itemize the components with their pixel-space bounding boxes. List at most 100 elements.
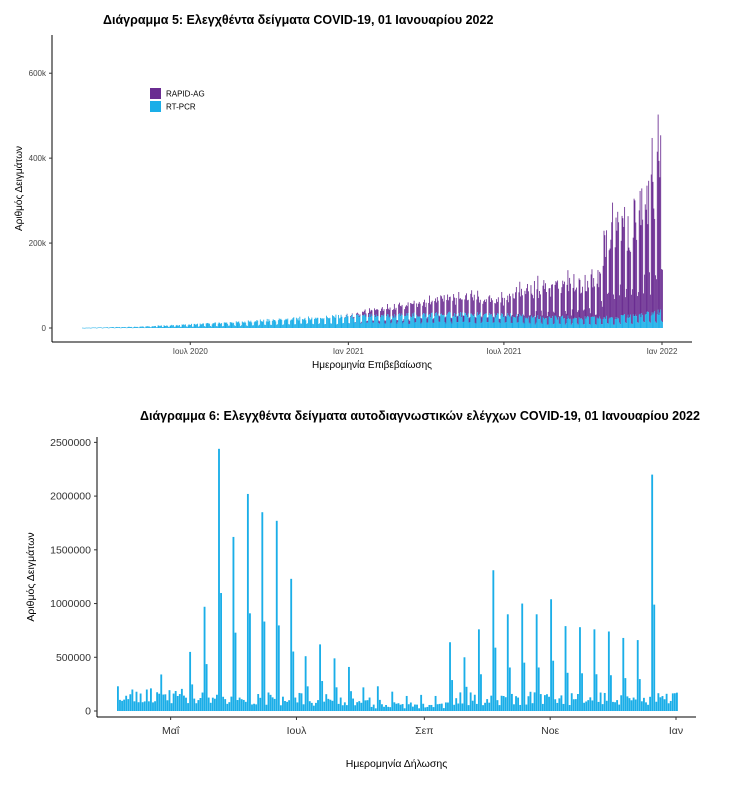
- bar-rt-pcr: [486, 322, 488, 328]
- bar-rt-pcr: [230, 322, 232, 328]
- bar-self-test: [286, 701, 288, 711]
- bar-self-test: [657, 693, 660, 711]
- bar-rt-pcr: [466, 315, 467, 328]
- bar-rapid-ag: [515, 292, 516, 318]
- bar-rt-pcr: [458, 313, 460, 328]
- bar-rt-pcr: [558, 317, 559, 328]
- bar-self-test: [471, 700, 474, 711]
- bar-rapid-ag: [350, 316, 351, 318]
- bar-rapid-ag: [541, 315, 543, 324]
- bar-rapid-ag: [414, 318, 416, 323]
- bar-self-test: [220, 593, 222, 711]
- bar-self-test: [612, 701, 614, 711]
- bar-rt-pcr: [295, 324, 296, 328]
- bar-self-test: [659, 697, 662, 711]
- bar-self-test: [663, 699, 666, 711]
- bar-self-test: [546, 694, 548, 711]
- bar-rapid-ag: [643, 274, 645, 323]
- bar-self-test: [426, 706, 429, 711]
- bar-rt-pcr: [550, 318, 552, 328]
- bar-rapid-ag: [455, 297, 457, 315]
- bar-rapid-ag: [581, 292, 583, 319]
- bar-self-test: [595, 674, 598, 711]
- bar-rt-pcr: [630, 314, 632, 328]
- bar-self-test: [430, 704, 433, 711]
- bar-rapid-ag: [656, 151, 658, 315]
- bar-rt-pcr: [322, 319, 324, 328]
- bar-self-test: [614, 702, 616, 711]
- bar-rt-pcr: [503, 315, 505, 328]
- bar-rt-pcr: [173, 326, 175, 328]
- bar-self-test: [230, 696, 233, 711]
- bar-rt-pcr: [661, 320, 662, 328]
- bar-rt-pcr: [421, 322, 423, 328]
- bar-rapid-ag: [510, 316, 512, 323]
- bar-rt-pcr: [236, 322, 238, 328]
- bar-rt-pcr: [448, 312, 449, 328]
- bar-rt-pcr: [231, 322, 233, 328]
- y-axis-title: Αριθμός Δειγμάτων: [25, 532, 37, 621]
- bar-rt-pcr: [228, 325, 230, 328]
- bar-self-test: [216, 694, 218, 711]
- bar-rt-pcr: [282, 324, 284, 328]
- bar-rt-pcr: [289, 324, 290, 328]
- bar-rt-pcr: [500, 315, 502, 328]
- bar-rt-pcr: [124, 327, 125, 328]
- bar-rt-pcr: [320, 317, 321, 328]
- bar-rapid-ag: [443, 295, 445, 316]
- bar-rt-pcr: [118, 326, 120, 328]
- bar-self-test: [315, 702, 317, 711]
- x-tick-label: Ιαν 2022: [647, 347, 678, 356]
- bar-rapid-ag: [370, 309, 372, 314]
- bar-rt-pcr: [97, 327, 99, 329]
- bar-rapid-ag: [501, 292, 503, 314]
- bar-rapid-ag: [503, 297, 505, 316]
- bar-rapid-ag: [616, 230, 618, 319]
- bar-self-test: [195, 703, 198, 711]
- bar-rt-pcr: [326, 315, 327, 328]
- bar-self-test: [465, 686, 468, 711]
- bar-rt-pcr: [545, 318, 546, 328]
- bar-rt-pcr: [138, 327, 140, 329]
- bar-rt-pcr: [119, 327, 121, 329]
- bar-rt-pcr: [284, 319, 286, 328]
- bar-rt-pcr: [88, 327, 90, 329]
- bar-self-test: [492, 570, 495, 711]
- bar-rt-pcr: [357, 315, 359, 328]
- bar-rt-pcr: [438, 321, 440, 328]
- bar-rt-pcr: [405, 313, 407, 328]
- bar-rt-pcr: [375, 314, 377, 328]
- bar-rt-pcr: [266, 318, 268, 328]
- bar-rapid-ag: [514, 298, 516, 318]
- bar-rapid-ag: [433, 318, 435, 323]
- bar-rapid-ag: [384, 320, 386, 324]
- bar-rt-pcr: [649, 322, 651, 328]
- bar-rapid-ag: [596, 283, 598, 318]
- bar-self-test: [374, 708, 377, 711]
- bar-self-test: [164, 694, 167, 711]
- bar-rapid-ag: [453, 294, 455, 316]
- bar-rapid-ag: [406, 306, 408, 316]
- bar-self-test: [253, 703, 255, 711]
- bar-rapid-ag: [408, 319, 410, 324]
- bar-self-test: [362, 687, 365, 711]
- bar-rapid-ag: [381, 307, 383, 316]
- bar-self-test: [552, 660, 555, 711]
- bar-rt-pcr: [292, 317, 294, 328]
- bar-rt-pcr: [374, 315, 376, 328]
- bar-self-test: [391, 691, 394, 711]
- bar-self-test: [529, 691, 532, 711]
- bar-rt-pcr: [211, 324, 213, 328]
- bar-rt-pcr: [332, 315, 334, 328]
- bar-rt-pcr: [649, 321, 650, 328]
- bar-rapid-ag: [413, 300, 415, 313]
- bar-rapid-ag: [365, 313, 367, 317]
- bar-rt-pcr: [631, 323, 633, 328]
- bar-self-test: [168, 690, 171, 711]
- bar-rt-pcr: [346, 314, 348, 328]
- bar-self-test: [535, 614, 538, 711]
- bar-rt-pcr: [108, 327, 110, 329]
- bar-rt-pcr: [419, 316, 421, 328]
- bar-rapid-ag: [477, 290, 479, 313]
- bar-rapid-ag: [626, 250, 628, 318]
